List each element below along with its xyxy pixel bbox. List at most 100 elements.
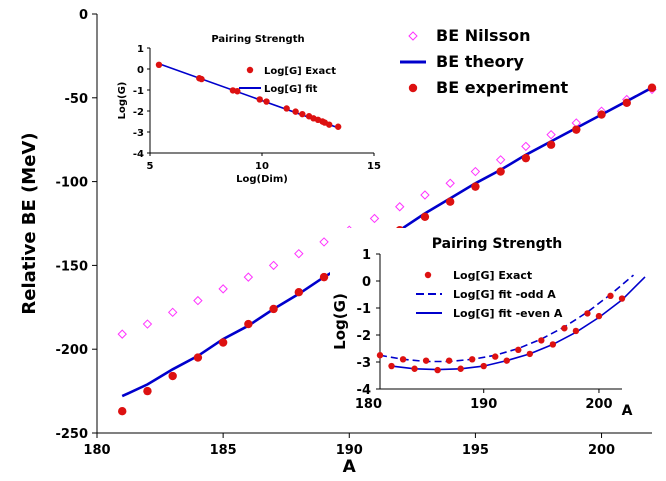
main-x-tick-label: 200 bbox=[588, 443, 615, 458]
inset2-data-point bbox=[618, 295, 626, 302]
inset1-y-axis-label: Log(G) bbox=[117, 82, 128, 120]
legend-label: BE experiment bbox=[436, 78, 568, 97]
main-chart: 180 185 190 195 2000-50-100-150-200-250ARela… bbox=[19, 8, 657, 477]
inset1-x-axis-label: Log(Dim) bbox=[236, 174, 288, 185]
inset1-data-point bbox=[155, 61, 163, 68]
inset2-data-point bbox=[503, 357, 510, 364]
data-point-be-nilsson bbox=[268, 260, 279, 271]
inset2-data-point bbox=[492, 353, 499, 360]
data-point-be-experiment bbox=[496, 167, 505, 176]
inset2-legend-label: Log[G] Exact bbox=[453, 269, 532, 282]
main-y-tick-label: -100 bbox=[55, 176, 88, 191]
data-point-be-experiment bbox=[597, 110, 606, 119]
inset1-data-point bbox=[256, 96, 263, 103]
main-x-tick-label: 190 bbox=[336, 443, 363, 458]
inset2-y-tick-label: -4 bbox=[357, 383, 371, 398]
inset1-y-tick-label: -1 bbox=[133, 86, 144, 97]
data-point-be-experiment bbox=[218, 338, 228, 347]
data-point-be-nilsson bbox=[142, 319, 153, 329]
inset2-data-point bbox=[572, 327, 580, 335]
data-point-be-experiment bbox=[244, 319, 253, 329]
data-point-be-experiment bbox=[471, 182, 480, 191]
data-point-be-experiment bbox=[622, 98, 631, 108]
data-point-be-nilsson bbox=[420, 190, 430, 200]
main-x-tick-label: 180 bbox=[83, 443, 110, 458]
inset2-y-tick-label: -2 bbox=[357, 329, 371, 344]
inset1-x-tick-label: 10 bbox=[255, 161, 269, 172]
data-point-be-nilsson bbox=[495, 155, 506, 165]
inset2-data-point bbox=[457, 365, 464, 372]
data-point-be-experiment bbox=[647, 83, 657, 92]
inset2-fit-odd-line bbox=[379, 274, 635, 363]
legend-swatch bbox=[408, 31, 418, 41]
inset2-data-point bbox=[434, 366, 441, 374]
data-point-be-nilsson bbox=[218, 284, 228, 294]
inset1-data-point bbox=[198, 75, 205, 83]
inset2-data-point bbox=[607, 292, 614, 300]
inset2-data-point bbox=[399, 356, 407, 363]
data-point-be-nilsson bbox=[193, 295, 203, 306]
inset2-y-tick-label: 1 bbox=[362, 248, 371, 263]
inset2-x-axis-label: A bbox=[622, 403, 633, 419]
inset2-legend-label: Log[G] fit -odd A bbox=[453, 288, 556, 301]
inset2-data-point bbox=[411, 365, 418, 372]
inset2-x-tick-label: 190 bbox=[470, 397, 497, 412]
inset2-x-tick-label: 200 bbox=[585, 397, 612, 412]
data-point-be-experiment bbox=[445, 197, 455, 206]
inset1-legend-label: Log[G] fit bbox=[264, 84, 318, 95]
data-point-be-experiment bbox=[294, 288, 304, 297]
inset2-legend-label: Log[G] fit -even A bbox=[453, 307, 563, 320]
main-y-tick-label: -250 bbox=[55, 427, 88, 442]
data-point-be-experiment bbox=[143, 386, 152, 396]
inset2-y-tick-label: 0 bbox=[362, 275, 371, 290]
data-point-be-experiment bbox=[546, 140, 556, 149]
inset2-data-point bbox=[468, 356, 476, 363]
inset1-y-tick-label: -4 bbox=[133, 149, 144, 160]
main-x-tick-label: 185 bbox=[210, 443, 237, 458]
inset2-fit-even-line bbox=[391, 276, 646, 371]
inset2-data-point bbox=[445, 357, 453, 364]
data-point-be-nilsson bbox=[243, 272, 254, 282]
inset1-legend-swatch bbox=[246, 66, 254, 74]
inset-background bbox=[110, 28, 390, 180]
data-point-be-nilsson bbox=[521, 141, 531, 152]
inset2-data-point bbox=[584, 310, 591, 317]
data-point-be-nilsson bbox=[395, 202, 405, 212]
main-y-tick-label: 0 bbox=[79, 8, 88, 23]
inset1-title: Pairing Strength bbox=[211, 34, 304, 45]
main-x-axis-label: A bbox=[343, 457, 357, 477]
inset2-data-point bbox=[538, 337, 545, 344]
inset2-data-point bbox=[595, 312, 603, 320]
inset1-data-point bbox=[263, 98, 270, 105]
data-point-be-experiment bbox=[420, 212, 430, 221]
inset2-data-point bbox=[376, 352, 384, 359]
legend-label: BE Nilsson bbox=[436, 26, 530, 45]
main-y-tick-label: -200 bbox=[55, 343, 88, 358]
data-point-be-experiment bbox=[521, 153, 531, 163]
main-y-tick-label: -150 bbox=[55, 259, 88, 274]
inset1-y-tick-label: 0 bbox=[137, 65, 144, 76]
inset-background bbox=[330, 228, 640, 428]
inset1-y-tick-label: 1 bbox=[137, 44, 144, 55]
inset2-y-tick-label: -1 bbox=[357, 302, 371, 317]
inset2-title: Pairing Strength bbox=[432, 236, 563, 252]
inset1-legend-label: Log[G] Exact bbox=[264, 66, 336, 77]
data-point-be-nilsson bbox=[319, 237, 329, 247]
inset1-data-point bbox=[334, 123, 342, 130]
inset2-y-axis-label: Log(G) bbox=[331, 293, 349, 350]
data-point-be-experiment bbox=[168, 371, 177, 381]
data-point-be-nilsson bbox=[117, 329, 127, 339]
main-y-tick-label: -50 bbox=[65, 92, 89, 107]
inset1-data-point bbox=[326, 121, 333, 128]
data-point-be-nilsson bbox=[167, 307, 178, 318]
inset2-data-point bbox=[549, 341, 557, 348]
data-point-be-experiment bbox=[269, 304, 278, 314]
legend-swatch bbox=[408, 83, 418, 93]
inset1-y-tick-label: -3 bbox=[133, 128, 144, 139]
inset2-data-point bbox=[526, 350, 534, 358]
data-point-be-experiment bbox=[118, 407, 127, 416]
legend-label: BE theory bbox=[436, 52, 524, 71]
